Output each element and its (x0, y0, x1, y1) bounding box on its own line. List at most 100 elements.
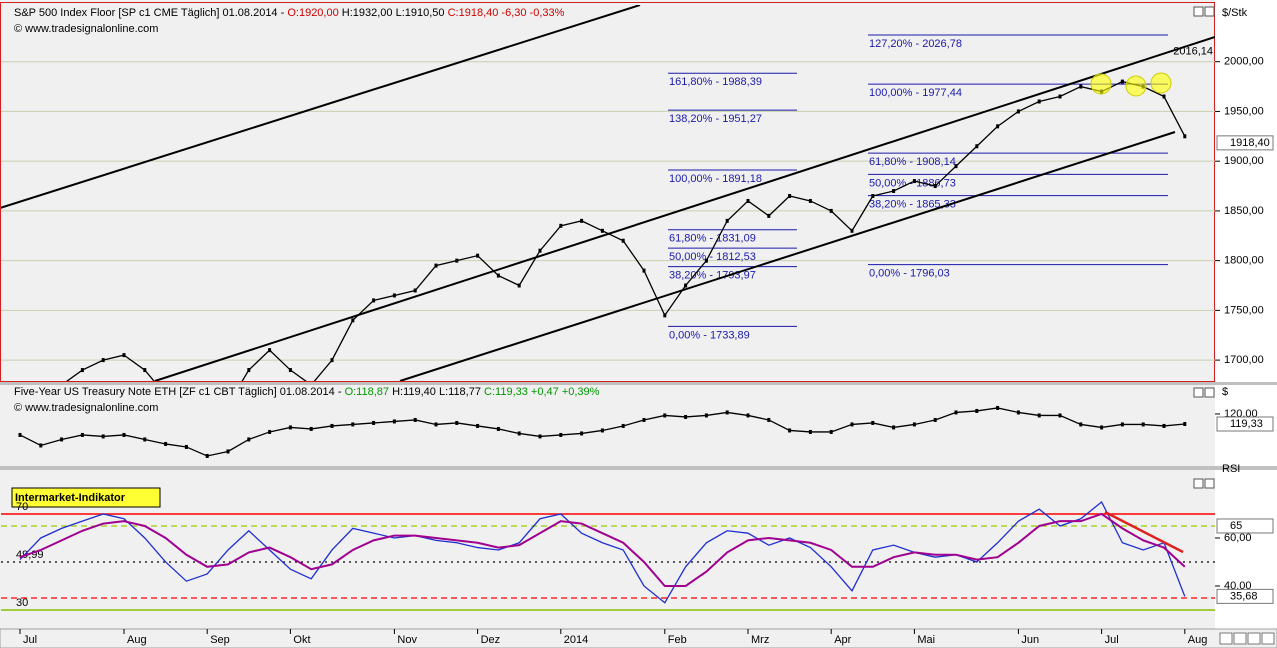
price-bar (1162, 94, 1166, 99)
price-bar (808, 429, 812, 434)
trend-line (154, 36, 1215, 381)
fib-label: 0,00% - 1733,89 (669, 329, 750, 341)
price-bar (434, 422, 438, 427)
panel-button[interactable] (1193, 387, 1204, 398)
price-bar (642, 417, 646, 422)
x-tick-label: Aug (127, 634, 147, 646)
price-bar (455, 420, 459, 425)
x-axis-bar (0, 628, 1277, 648)
rsi-trend-line (1104, 510, 1184, 554)
x-tick-label: Okt (293, 634, 310, 646)
price-bar (788, 428, 792, 433)
price-bar (1183, 422, 1187, 426)
price-bar (829, 208, 833, 213)
price-bar (621, 423, 625, 428)
fib-label: 161,80% - 1988,39 (669, 76, 762, 88)
fib-label: 100,00% - 1977,44 (869, 87, 962, 99)
plot-layer: S&P 500 Index Floor [SP c1 CME Täglich] … (1, 7, 1274, 646)
price-bar (663, 413, 667, 418)
price-bar (80, 432, 84, 437)
price-bar (205, 453, 209, 458)
indicator-label: Intermarket-Indikator (15, 492, 126, 504)
price-bar (1058, 94, 1062, 99)
price-bar (600, 228, 604, 233)
price-bar (559, 223, 563, 228)
source: © www.tradesignalonline.com (14, 402, 158, 414)
price-bar (39, 443, 43, 448)
panel-button[interactable] (1204, 6, 1215, 17)
price-bar (684, 283, 688, 288)
price-bar (496, 426, 500, 431)
price-bar (60, 437, 64, 442)
price-bar (850, 422, 854, 427)
level-label: 30 (16, 597, 28, 609)
price-bar (1016, 410, 1020, 415)
price-bar (1141, 422, 1145, 427)
price-bar (268, 348, 272, 353)
trend-line (1, 5, 641, 209)
price-bar (247, 368, 251, 373)
unit-label: $ (1222, 386, 1228, 398)
price-bar (330, 423, 334, 428)
y-tick-label: 1750,00 (1224, 304, 1264, 316)
highlight-circle (1090, 73, 1112, 95)
x-tick-label: Mrz (751, 634, 769, 646)
price-bar (538, 248, 542, 253)
series-line (19, 512, 1186, 587)
scroll-button[interactable] (1261, 632, 1275, 645)
price-bar (309, 426, 313, 431)
trend-lines (1, 5, 1215, 381)
price-bar (767, 213, 771, 218)
price-bar (538, 434, 542, 439)
panel-button[interactable] (1193, 6, 1204, 17)
panel-button[interactable] (1204, 478, 1215, 489)
last-value-box (1216, 135, 1274, 151)
panel-button[interactable] (1204, 387, 1215, 398)
scroll-button[interactable] (1219, 632, 1233, 645)
price-bar (330, 358, 334, 363)
price-bar (580, 431, 584, 436)
unit-label: RSI (1222, 463, 1240, 475)
price-bar (101, 358, 105, 363)
price-bar (892, 425, 896, 430)
x-tick-label: Apr (834, 634, 851, 646)
title-part: C:1918,40 -6,30 -0,33% (448, 7, 565, 19)
title-part: L:1910,50 (396, 7, 445, 19)
price-bar (517, 283, 521, 288)
price-bar (226, 449, 230, 454)
fib-label: 100,00% - 1891,18 (669, 173, 762, 185)
x-tick-label: Sep (210, 634, 230, 646)
price-bar (996, 124, 1000, 129)
fib-label: 61,80% - 1831,09 (669, 233, 756, 245)
y-tick-label: 60,00 (1224, 532, 1252, 544)
y-tick-label: 1700,00 (1224, 354, 1264, 366)
y-tick-label: 1800,00 (1224, 255, 1264, 267)
fib-label: 38,20% - 1865,33 (869, 199, 956, 211)
price-bar (1183, 134, 1187, 139)
title-part: H:1932,00 (342, 7, 393, 19)
price-bar (788, 193, 792, 198)
price-bar (434, 263, 438, 268)
price-bar (517, 431, 521, 436)
trend-line (399, 131, 1176, 381)
price-bar (621, 238, 625, 243)
indicator-label-box (11, 487, 161, 508)
highlight-circle (1150, 72, 1172, 94)
scroll-button[interactable] (1247, 632, 1261, 645)
scroll-button[interactable] (1233, 632, 1247, 645)
price-bar (912, 179, 916, 184)
price-bar (1162, 423, 1166, 428)
price-bar (767, 417, 771, 422)
panel-button[interactable] (1193, 478, 1204, 489)
price-bar (18, 432, 22, 437)
fib-label: 127,20% - 2026,78 (869, 38, 962, 50)
title-part: Five-Year US Treasury Note ETH [ZF c1 CB… (14, 386, 342, 398)
highlight-circle (1125, 75, 1147, 97)
price-bar (392, 419, 396, 424)
price-bar (975, 408, 979, 413)
x-tick-label: 2014 (564, 634, 588, 646)
price-bar (996, 405, 1000, 410)
price-bar (850, 228, 854, 233)
